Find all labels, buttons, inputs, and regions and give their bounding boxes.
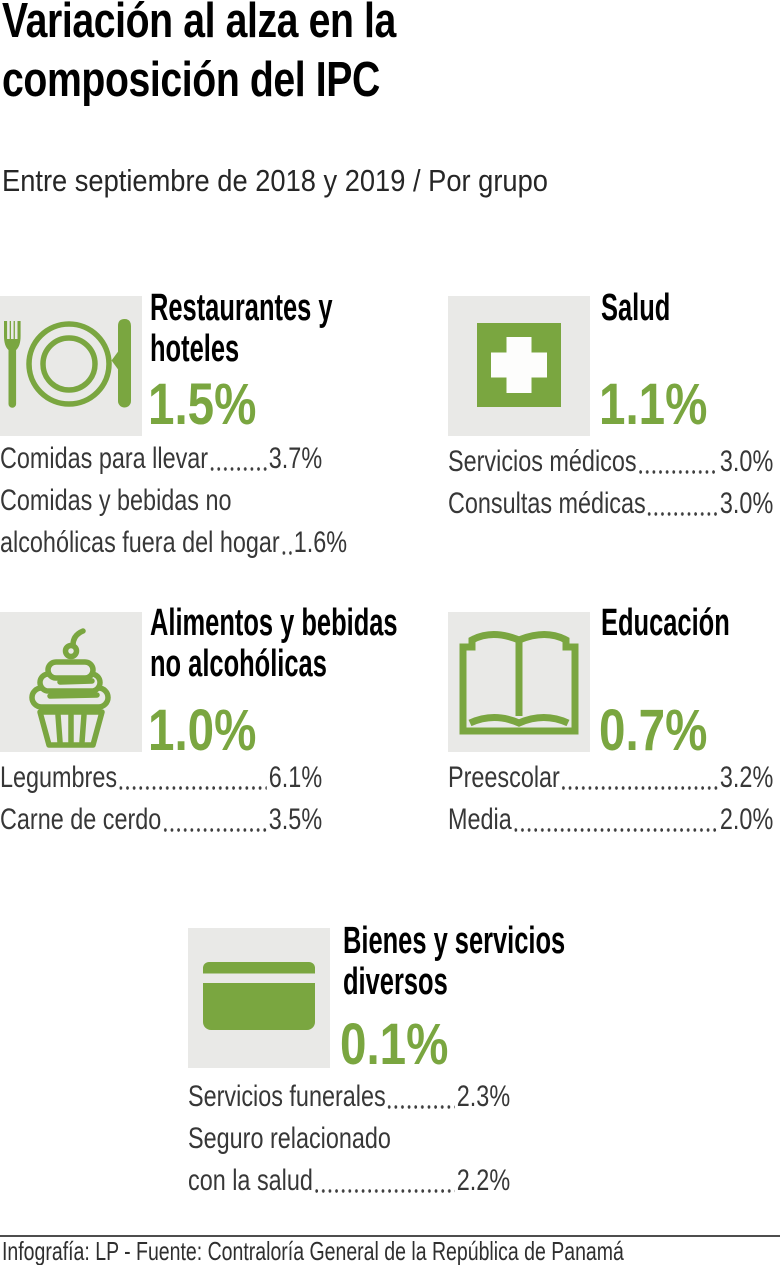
category-value: 0.7% [599,698,708,763]
category-tile [188,928,330,1068]
detail-leader [562,786,718,790]
detail-label: Media [448,803,512,836]
place-setting-icon [4,319,131,408]
detail-row: Servicios funerales 2.3% [188,1076,510,1118]
page-title: Variación al alza en la composición del … [2,0,396,107]
detail-value: 3.7% [268,442,323,475]
detail-row: Servicios médicos 3.0% [448,441,773,483]
detail-row: Carne de cerdo 3.5% [0,799,322,841]
category-details: Legumbres 6.1% Carne de cerdo 3.5% [0,757,322,841]
detail-leader [210,467,267,471]
category-tile [448,612,590,752]
open-book-icon [459,631,579,735]
category-details: Servicios médicos 3.0% Consultas médicas… [448,441,773,525]
detail-label: Servicios funerales [188,1080,386,1113]
category-title: Educación [601,602,730,644]
detail-row: Media 2.0% [448,799,773,841]
cupcake-icon [29,628,111,748]
detail-row: Comidas y bebidas no [0,480,322,522]
detail-label: Carne de cerdo [0,803,162,836]
detail-value: 2.3% [456,1080,511,1113]
category-tile [0,296,142,436]
detail-label: Legumbres [0,761,118,794]
category-title: Bienes y servicios diversos [343,920,566,1003]
category-details: Comidas para llevar 3.7% Comidas y bebid… [0,438,347,564]
detail-leader [514,828,718,832]
detail-label: Consultas médicas [448,487,646,520]
category-title: Alimentos y bebidas no alcohólicas [150,602,398,685]
detail-leader [388,1105,455,1109]
category-tile [448,296,590,436]
medical-cross-icon [477,323,561,407]
category-details: Preescolar 3.2% Media 2.0% [448,757,773,841]
detail-row: Preescolar 3.2% [448,757,773,799]
detail-value: 1.6% [293,526,348,559]
detail-label: Servicios médicos [448,445,637,478]
detail-value: 3.2% [719,761,774,794]
category-value: 0.1% [340,1012,449,1077]
detail-row: Consultas médicas 3.0% [448,483,773,525]
category-tile [0,612,142,752]
category-details: Servicios funerales 2.3% Seguro relacion… [188,1076,510,1202]
detail-value: 2.0% [719,803,774,836]
detail-row: alcohólicas fuera del hogar 1.6% [0,522,347,564]
footer-credit: Infografía: LP - Fuente: Contraloría Gen… [2,1236,624,1265]
category-value: 1.5% [148,372,257,437]
detail-label: Comidas para llevar [0,442,209,475]
detail-leader [163,828,267,832]
detail-label: Preescolar [448,761,560,794]
detail-label: Comidas y bebidas no [0,484,232,517]
category-value: 1.0% [148,698,257,763]
detail-leader [638,470,718,474]
detail-row: con la salud 2.2% [188,1160,510,1202]
detail-value: 6.1% [268,761,323,794]
detail-leader [315,1189,455,1193]
detail-row: Legumbres 6.1% [0,757,322,799]
detail-label: alcohólicas fuera del hogar [0,526,280,559]
detail-leader [282,551,292,555]
detail-value: 3.0% [719,445,774,478]
category-value: 1.1% [599,372,708,437]
detail-row: Seguro relacionado [188,1118,510,1160]
footer-divider [0,1235,780,1237]
detail-row: Comidas para llevar 3.7% [0,438,322,480]
category-title: Restaurantes y hoteles [150,287,333,370]
detail-leader [119,786,267,790]
category-title: Salud [601,287,671,329]
page-subtitle: Entre septiembre de 2018 y 2019 / Por gr… [2,163,548,198]
detail-label: con la salud [188,1164,313,1197]
credit-card-icon [203,962,315,1030]
detail-value: 3.5% [268,803,323,836]
detail-label: Seguro relacionado [188,1122,391,1155]
detail-value: 2.2% [456,1164,511,1197]
detail-leader [648,512,718,516]
detail-value: 3.0% [719,487,774,520]
